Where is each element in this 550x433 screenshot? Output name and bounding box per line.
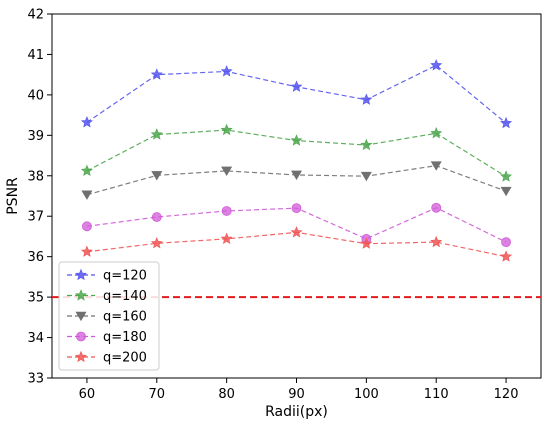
- data-point: [151, 171, 163, 181]
- data-point: [81, 190, 93, 200]
- y-tick-label: 41: [27, 48, 44, 63]
- legend-entry: q=160: [103, 310, 147, 325]
- data-point: [82, 221, 92, 232]
- data-point: [431, 202, 442, 213]
- y-axis-label: PSNR: [5, 177, 21, 215]
- data-point: [290, 80, 303, 92]
- data-point: [500, 250, 513, 262]
- data-point: [220, 123, 233, 136]
- data-point: [360, 171, 372, 182]
- x-axis-label: Radii(px): [265, 404, 328, 420]
- data-point: [75, 350, 87, 363]
- data-point: [76, 331, 86, 342]
- data-point: [221, 166, 233, 177]
- x-tick-label: 120: [494, 387, 519, 402]
- data-point: [501, 237, 511, 248]
- data-point: [150, 68, 163, 80]
- y-tick-label: 39: [27, 129, 44, 144]
- y-tick-label: 34: [27, 331, 44, 346]
- data-point: [80, 164, 93, 177]
- data-point: [430, 235, 443, 248]
- data-point: [150, 128, 163, 140]
- x-tick-label: 110: [424, 387, 449, 402]
- data-point: [75, 268, 87, 281]
- x-tick-label: 70: [149, 387, 166, 402]
- data-point: [500, 186, 512, 197]
- y-tick-label: 42: [27, 8, 44, 23]
- data-point: [150, 237, 163, 249]
- data-point: [430, 59, 443, 71]
- data-point: [220, 232, 233, 244]
- x-tick-label: 90: [288, 387, 305, 402]
- data-point: [360, 237, 373, 249]
- data-point: [75, 311, 87, 322]
- y-tick-label: 35: [27, 291, 44, 306]
- series-line: [86, 165, 507, 196]
- y-tick-label: 33: [27, 372, 44, 387]
- y-tick-label: 40: [27, 88, 44, 103]
- data-point: [151, 212, 162, 222]
- data-point: [290, 170, 303, 181]
- legend-entry: q=180: [103, 330, 147, 345]
- data-point: [360, 93, 373, 105]
- data-point: [430, 161, 442, 171]
- legend-box: [58, 261, 160, 371]
- legend-entry: q=120: [103, 269, 147, 284]
- legend-entry: q=200: [103, 351, 147, 366]
- y-tick-label: 37: [27, 210, 44, 225]
- data-point: [220, 65, 233, 77]
- data-point: [75, 289, 87, 301]
- x-tick-label: 60: [79, 387, 96, 402]
- data-point: [430, 127, 443, 139]
- data-point: [500, 116, 513, 129]
- data-point: [80, 245, 93, 257]
- y-tick-label: 36: [27, 250, 44, 265]
- data-point: [290, 134, 303, 146]
- legend-entry: q=140: [103, 289, 147, 304]
- data-point: [291, 203, 302, 214]
- y-tick-label: 38: [27, 169, 44, 184]
- x-tick-label: 80: [218, 387, 235, 402]
- data-point: [290, 226, 303, 238]
- series-line: [86, 231, 507, 258]
- data-point: [360, 138, 373, 151]
- data-point: [221, 206, 232, 216]
- series-line: [86, 64, 507, 124]
- data-point: [500, 170, 513, 182]
- data-point: [80, 116, 93, 128]
- x-tick-label: 100: [354, 387, 379, 402]
